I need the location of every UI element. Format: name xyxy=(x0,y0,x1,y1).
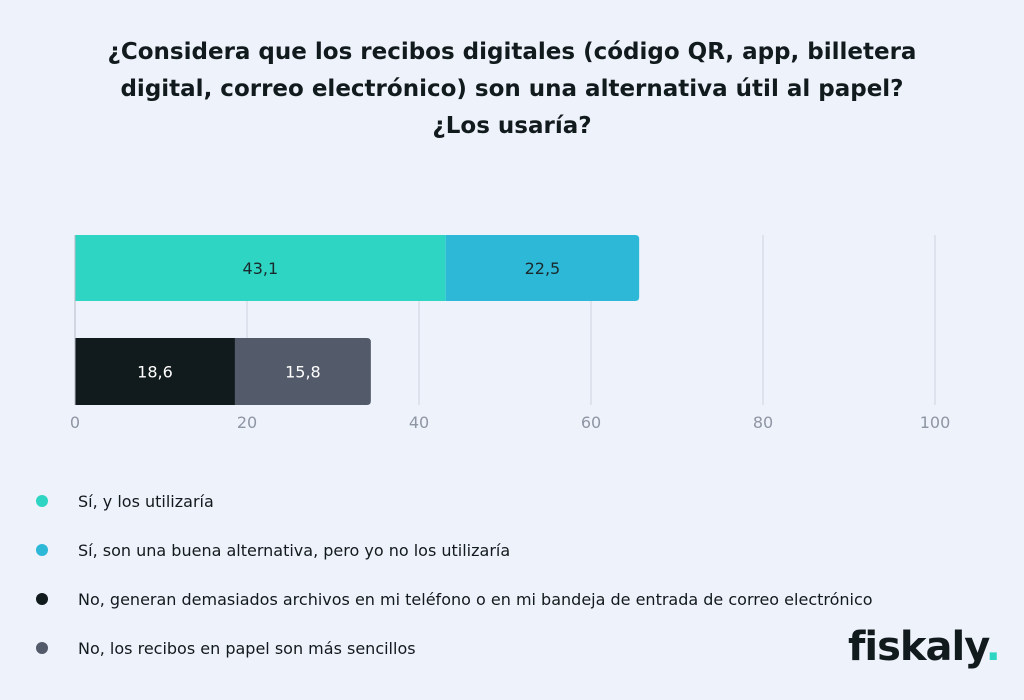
chart-legend: Sí, y los utilizaría Sí, son una buena al… xyxy=(36,489,873,685)
legend-label: No, generan demasiados archivos en mi te… xyxy=(78,589,873,609)
legend-label: Sí, y los utilizaría xyxy=(78,491,214,511)
bar-segment xyxy=(75,338,235,405)
x-tick-label: 100 xyxy=(920,413,951,432)
bar-segment xyxy=(445,235,640,301)
bar-value-label: 22,5 xyxy=(525,259,561,278)
chart-title: ¿Considera que los recibos digitales (có… xyxy=(0,34,1024,145)
fiskaly-logo: fiskaly. xyxy=(848,622,1001,672)
legend-item: No, generan demasiados archivos en mi te… xyxy=(36,587,873,611)
chart-title-line: ¿Los usaría? xyxy=(432,113,592,139)
logo-text: fiskaly xyxy=(848,624,987,670)
x-tick-label: 60 xyxy=(581,413,601,432)
legend-dot-icon xyxy=(36,642,48,654)
x-tick-label: 80 xyxy=(753,413,773,432)
x-tick-label: 20 xyxy=(237,413,257,432)
legend-item: No, los recibos en papel son más sencill… xyxy=(36,636,873,660)
bar-segment xyxy=(234,338,371,405)
chart-title-line: digital, correo electrónico) son una alt… xyxy=(120,76,904,102)
legend-label: Sí, son una buena alternativa, pero yo n… xyxy=(78,540,511,560)
x-tick-label: 40 xyxy=(409,413,429,432)
bar-value-label: 18,6 xyxy=(137,363,173,382)
bar-value-label: 43,1 xyxy=(243,259,279,278)
legend-label: No, los recibos en papel son más sencill… xyxy=(78,638,416,658)
bar-value-label: 15,8 xyxy=(285,363,321,382)
legend-item: Sí, y los utilizaría xyxy=(36,489,873,513)
chart-title-line: ¿Considera que los recibos digitales (có… xyxy=(107,39,917,65)
legend-dot-icon xyxy=(36,495,48,507)
legend-dot-icon xyxy=(36,544,48,556)
x-tick-label: 0 xyxy=(70,413,80,432)
logo-dot: . xyxy=(985,624,1001,670)
legend-dot-icon xyxy=(36,593,48,605)
bar-segment xyxy=(75,235,446,301)
legend-item: Sí, son una buena alternativa, pero yo n… xyxy=(36,538,873,562)
stacked-bar-chart: 43,1 22,5 18,6 15,8 0 20 40 60 80 100 xyxy=(70,235,951,432)
